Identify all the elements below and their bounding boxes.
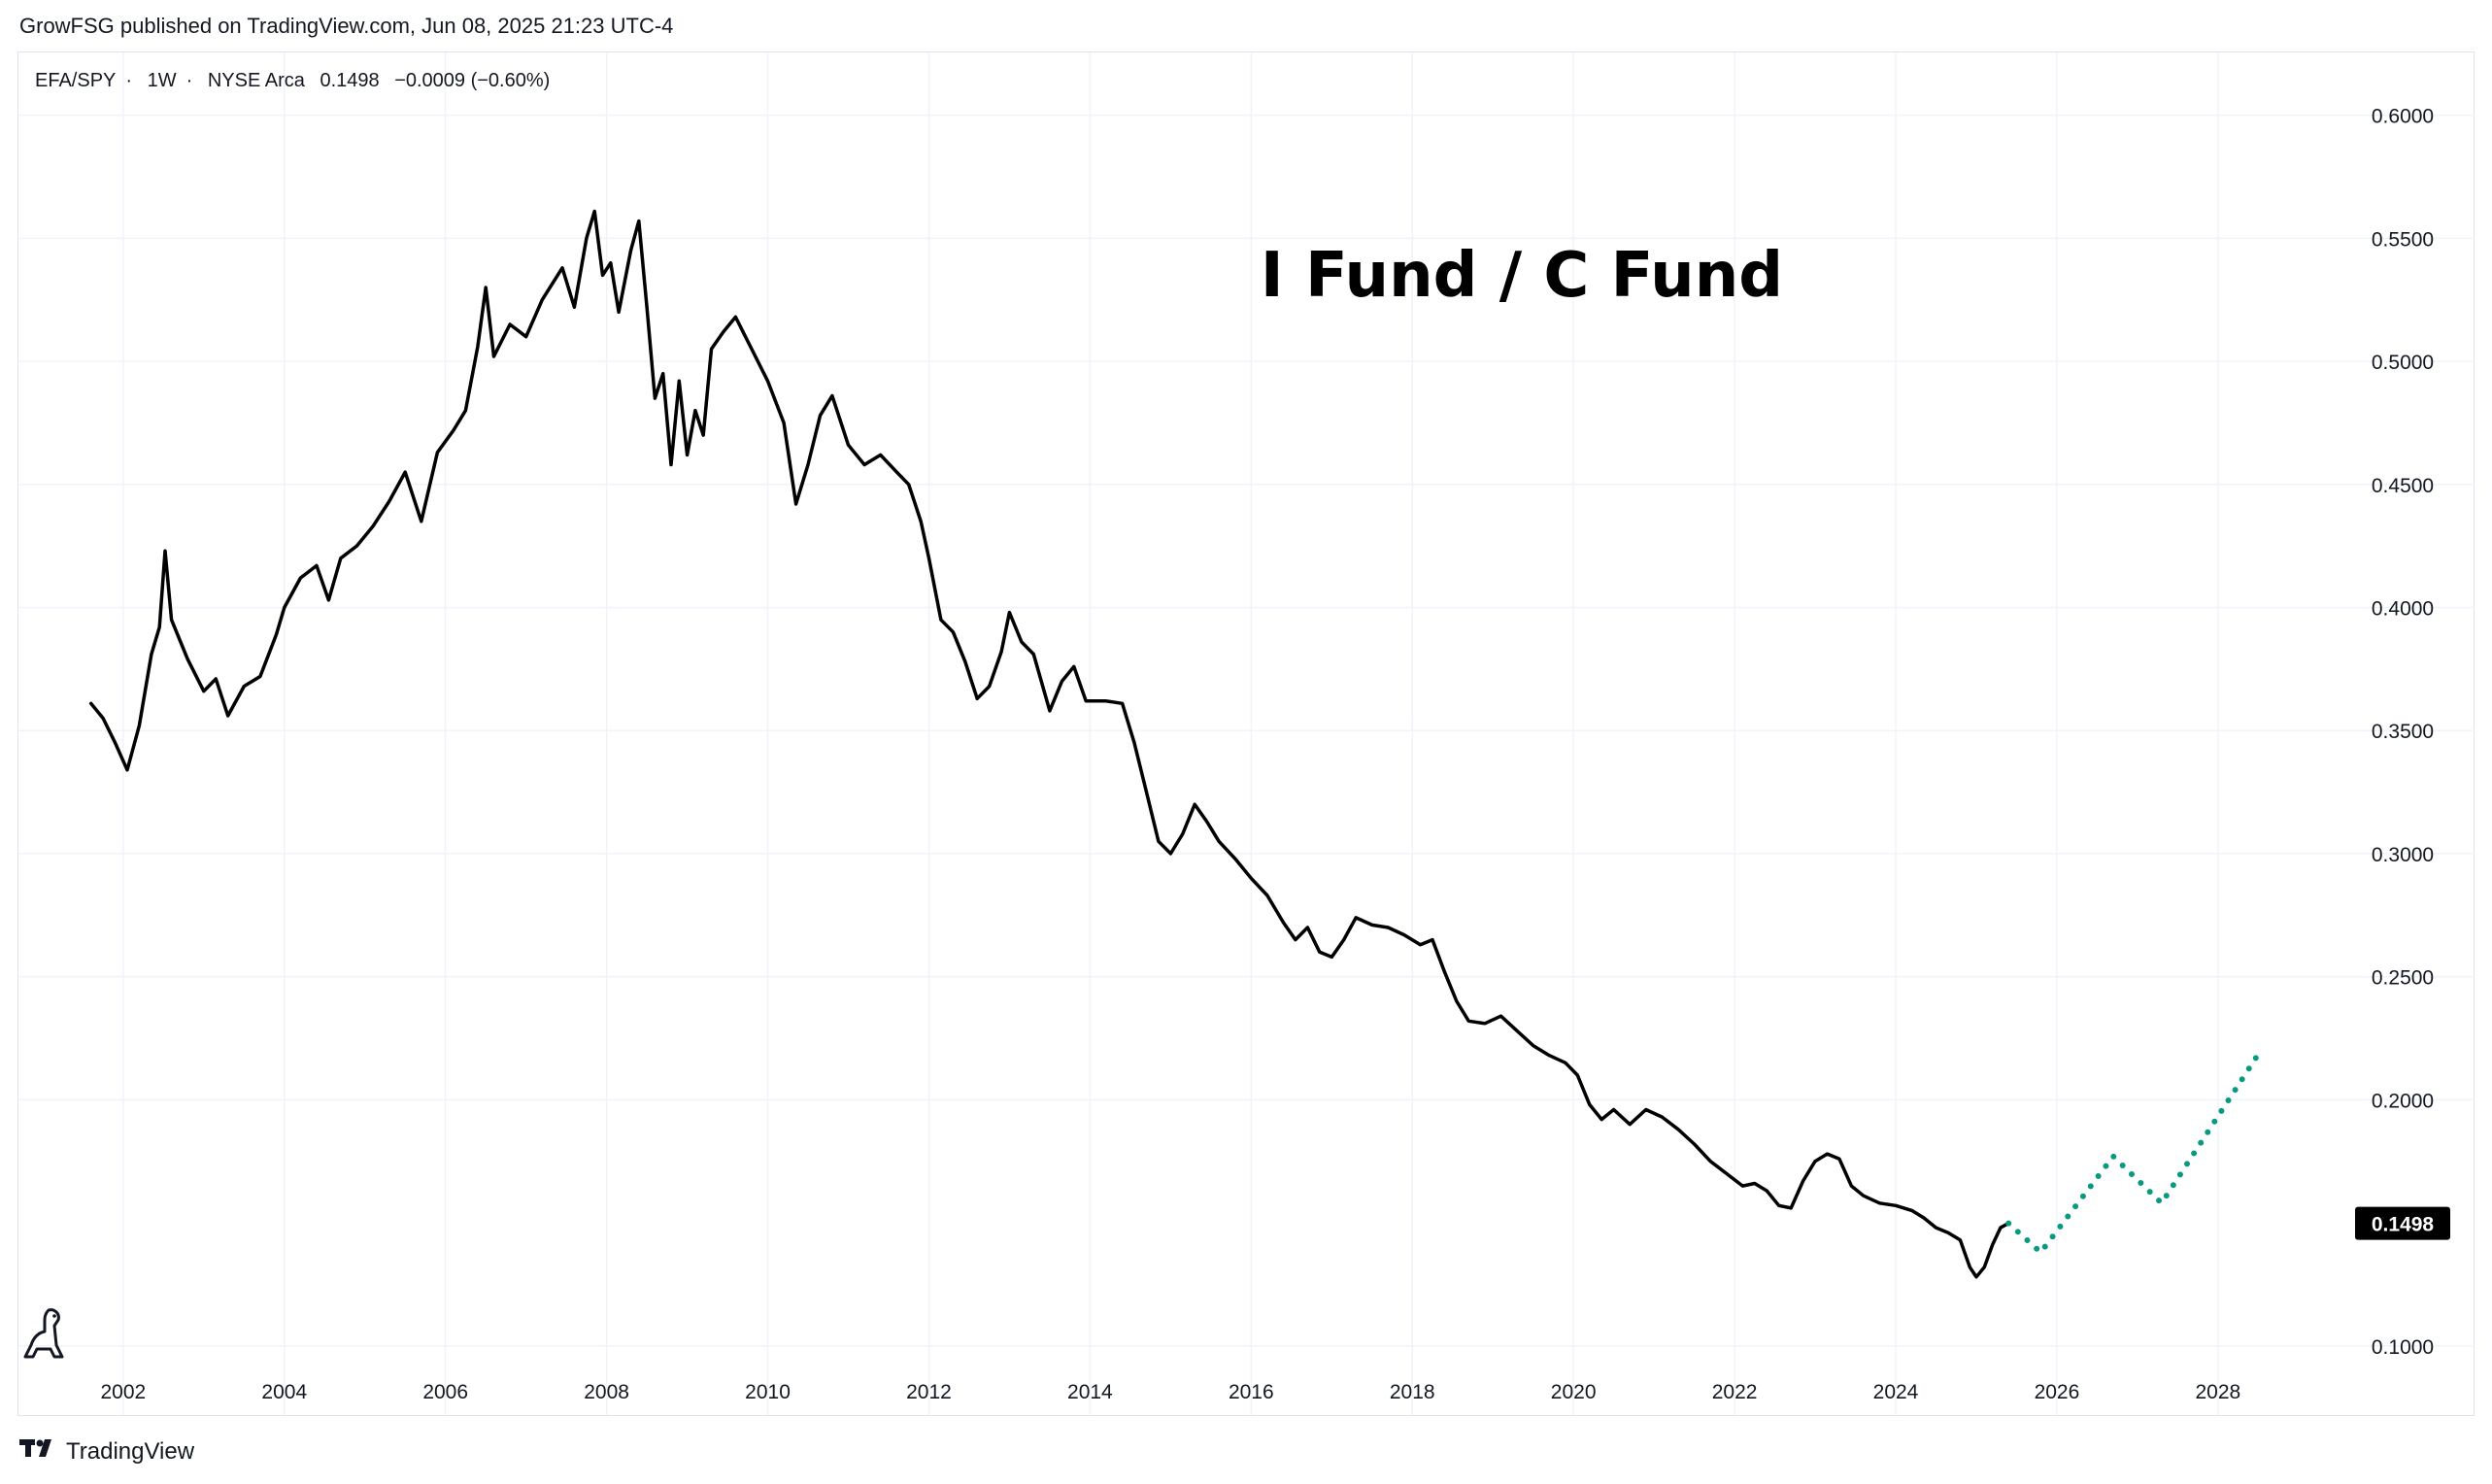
y-tick-label-0.5000: 0.5000	[2372, 352, 2434, 374]
y-tick-label-0.3000: 0.3000	[2372, 844, 2434, 866]
legend-sep-1: ·	[125, 70, 133, 91]
chart-legend[interactable]: EFA/SPY · 1W · NYSE Arca 0.1498 −0.0009 (−…	[35, 70, 559, 92]
tradingview-logo-icon	[19, 1437, 58, 1466]
legend-interval[interactable]: 1W	[147, 70, 177, 91]
x-tick-label-2002: 2002	[100, 1381, 146, 1403]
x-tick-label-2016: 2016	[1229, 1381, 1274, 1403]
chart-frame	[17, 51, 2475, 1416]
x-tick-label-2014: 2014	[1067, 1381, 1113, 1403]
x-tick-label-2026: 2026	[2035, 1381, 2080, 1403]
y-tick-label-0.4000: 0.4000	[2372, 597, 2434, 620]
grid-lines	[18, 52, 2475, 1415]
y-tick-label-0.1000: 0.1000	[2372, 1336, 2434, 1359]
dinosaur-icon	[19, 1306, 70, 1366]
x-axis: 2002 2004 2006 2008 2010 2012 2014 2016 2018 2020…	[100, 1381, 2240, 1403]
tradingview-brand[interactable]: TradingView	[19, 1437, 194, 1466]
y-tick-label-0.4500: 0.4500	[2372, 475, 2434, 497]
chart-title: I Fund / C Fund	[1261, 240, 1783, 312]
x-tick-label-2006: 2006	[422, 1381, 468, 1403]
x-tick-label-2024: 2024	[1873, 1381, 1919, 1403]
x-tick-label-2008: 2008	[584, 1381, 629, 1403]
x-tick-label-2004: 2004	[261, 1381, 307, 1403]
y-tick-label-0.6000: 0.6000	[2372, 106, 2434, 128]
legend-last: 0.1498	[320, 70, 380, 91]
x-tick-label-2028: 2028	[2195, 1381, 2240, 1403]
last-value-label: 0.1498	[2355, 1206, 2450, 1240]
y-axis: 0.6000 0.5500 0.5000 0.4500 0.4000 0.3500 0.30…	[2372, 106, 2434, 1359]
price-series-line[interactable]	[88, 209, 2010, 1279]
x-tick-label-2020: 2020	[1551, 1381, 1597, 1403]
x-tick-label-2012: 2012	[906, 1381, 952, 1403]
legend-sep-2: ·	[185, 70, 193, 91]
publisher-line: GrowFSG published on TradingView.com, Ju…	[19, 14, 674, 38]
y-tick-label-0.5500: 0.5500	[2372, 228, 2434, 251]
y-tick-label-0.2500: 0.2500	[2372, 967, 2434, 990]
x-tick-label-2010: 2010	[745, 1381, 791, 1403]
legend-symbol[interactable]: EFA/SPY	[35, 70, 117, 91]
last-value-text: 0.1498	[2372, 1214, 2435, 1236]
brand-name: TradingView	[66, 1437, 195, 1465]
legend-exchange: NYSE Arca	[207, 70, 305, 91]
y-tick-label-0.2000: 0.2000	[2372, 1090, 2434, 1112]
x-tick-label-2022: 2022	[1712, 1381, 1758, 1403]
projection-series-line[interactable]	[2005, 1045, 2266, 1256]
y-tick-label-0.3500: 0.3500	[2372, 721, 2434, 743]
x-tick-label-2018: 2018	[1390, 1381, 1435, 1403]
series-layer	[88, 209, 2266, 1279]
legend-change: −0.0009 (−0.60%)	[394, 70, 551, 91]
